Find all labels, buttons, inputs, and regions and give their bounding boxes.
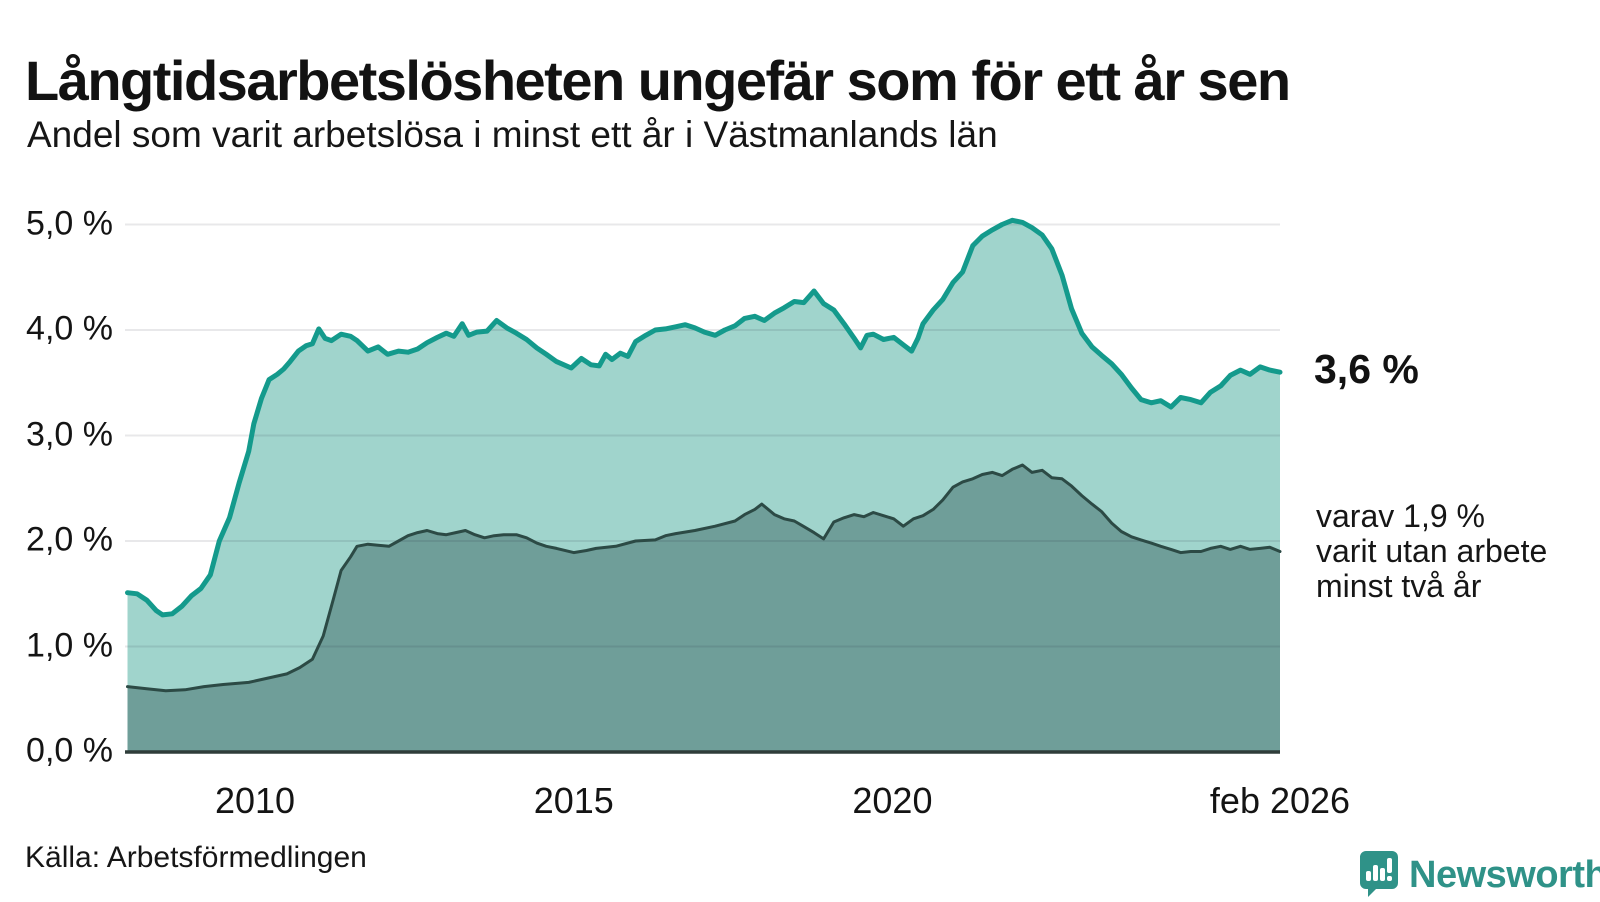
series-1yr-line xyxy=(125,217,1283,618)
annotation-line-2: varit utan arbete xyxy=(1316,533,1548,569)
y-tick-label: 2,0 % xyxy=(26,520,113,559)
x-tick-label: 2015 xyxy=(533,780,614,821)
y-tick-label: 1,0 % xyxy=(26,626,113,665)
source-note: Källa: Arbetsförmedlingen xyxy=(25,841,367,874)
series-2yr-line xyxy=(126,463,1282,693)
newsworthy-bubble-chart-icon xyxy=(1358,849,1400,902)
series-end-value-label: 3,6 % xyxy=(1314,346,1419,393)
newsworthy-wordmark: Newsworthy xyxy=(1409,854,1600,896)
secondary-series-annotation: varav 1,9 % varit utan arbete minst två … xyxy=(1316,499,1547,604)
y-tick-label: 0,0 % xyxy=(26,731,113,770)
series-2yr-area xyxy=(127,465,1280,752)
newsworthy-logo: Newsworthy xyxy=(1358,849,1600,902)
page-title: Långtidsarbetslösheten ungefär som för e… xyxy=(25,48,1291,112)
annotation-line-1: varav 1,9 % xyxy=(1316,498,1485,534)
x-tick-label: 2010 xyxy=(214,780,296,821)
y-tick-label: 4,0 % xyxy=(26,309,113,348)
y-tick-label: 3,0 % xyxy=(26,415,113,454)
y-tick-label: 5,0 % xyxy=(26,204,113,243)
chart-subtitle: Andel som varit arbetslösa i minst ett å… xyxy=(27,114,998,155)
annotation-line-3: minst två år xyxy=(1316,568,1482,604)
x-tick-label: 2020 xyxy=(852,780,933,821)
x-tick-label: feb 2026 xyxy=(1209,780,1351,821)
